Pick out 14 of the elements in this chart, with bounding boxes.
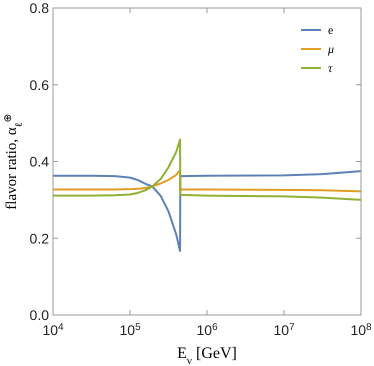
x-tick-label: 10$^{5}$ [119, 322, 142, 338]
x-axis-title: E$_{ν}$ [GeV] [177, 345, 237, 366]
y-tick-label: 0.6 [30, 76, 50, 93]
y-tick-label: 0.8 [30, 0, 50, 16]
y-tick-label: 0.2 [30, 230, 50, 246]
y-tick-label: 0.4 [30, 154, 50, 170]
legend-label: μ [327, 42, 334, 56]
x-tick-label: 10$^{4}$ [42, 322, 64, 338]
x-tick-label: 10$^{8}$ [350, 322, 372, 338]
legend-label: τ [328, 61, 333, 75]
y-tick-label: 0.0 [30, 307, 50, 323]
legend-label: e [328, 23, 334, 37]
x-tick-label: 10$^{7}$ [273, 322, 295, 338]
x-tick-label: 10$^{6}$ [196, 322, 218, 338]
